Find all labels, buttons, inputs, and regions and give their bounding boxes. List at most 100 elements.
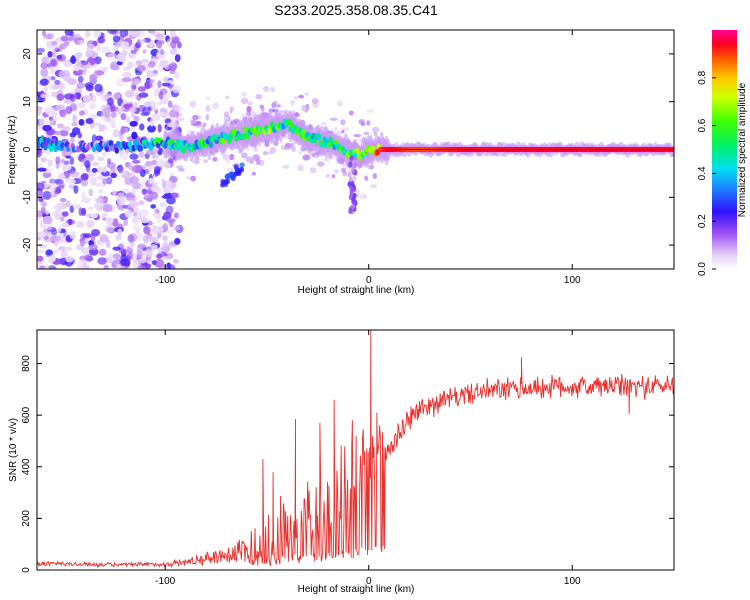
spectrogram-speckle xyxy=(261,107,265,112)
spectrogram-speckle xyxy=(68,179,76,184)
spectrogram-speckle xyxy=(88,114,98,119)
spectrogram-speckle xyxy=(161,180,167,189)
spectrogram-speckle xyxy=(37,47,45,53)
spectrogram-speckle xyxy=(65,150,72,156)
spectrogram-speckle xyxy=(276,104,281,108)
spectrogram-speckle xyxy=(151,104,157,112)
spectrogram-speckle xyxy=(50,187,55,197)
spectrogram-speckle xyxy=(103,264,109,269)
spectrogram-speckle xyxy=(97,175,104,180)
spectrogram-speckle xyxy=(39,118,45,126)
snr-panel: -100 0 100 0 200 400 600 800 Height of straigh… xyxy=(8,329,675,595)
spectrogram-speckle xyxy=(142,49,147,54)
spectrogram-speckle xyxy=(166,180,173,188)
spectrogram-speckle xyxy=(162,222,169,232)
spectrogram-speckle xyxy=(211,102,220,110)
spectrogram-speckle xyxy=(57,226,62,233)
spectrogram-speckle xyxy=(96,241,105,246)
spectrogram-speckle xyxy=(132,253,137,261)
spectrogram-speckle xyxy=(110,167,117,175)
spectrogram-speckle xyxy=(73,65,80,72)
spectrogram-speckle xyxy=(148,178,153,185)
spectrogram-speckle xyxy=(131,112,136,118)
spectrogram-speckle xyxy=(130,49,138,54)
spectrogram-speckle xyxy=(54,203,62,212)
spectrogram-speckle xyxy=(89,74,98,81)
spectrogram-speckle xyxy=(140,208,149,217)
y-tick-label: 10 xyxy=(22,96,33,108)
spectrogram-speckle xyxy=(172,258,180,264)
colorbar-label: Normalized spectral amplitude xyxy=(737,82,748,217)
spectrogram-speckle xyxy=(155,152,160,161)
spectrogram-speckle xyxy=(57,123,64,129)
spectrogram-speckle xyxy=(67,78,77,85)
spectrogram-speckle xyxy=(108,117,116,126)
spectrogram-speckle xyxy=(99,234,109,243)
spectrogram-speckle xyxy=(171,85,182,94)
spectrogram-speckle xyxy=(174,237,181,245)
spectrogram-speckle xyxy=(241,152,248,159)
spectrogram-speckle xyxy=(309,167,317,174)
spectrogram-speckle xyxy=(156,253,163,259)
spectrogram-ridge-cell xyxy=(221,138,226,145)
spectrogram-ridge-cell xyxy=(208,141,213,148)
spectrogram-speckle xyxy=(54,79,61,85)
spectrogram-speckle xyxy=(97,188,104,194)
spectrogram-speckle xyxy=(91,122,101,127)
spectrogram-speckle xyxy=(42,215,53,225)
spectrogram-speckle xyxy=(69,56,77,65)
spectrogram-speckle xyxy=(290,99,295,106)
spectrogram-speckle xyxy=(78,207,83,217)
snr-x-axis: -100 0 100 xyxy=(155,330,581,587)
spectrogram-speckle xyxy=(262,85,270,92)
spectrogram-speckle xyxy=(157,80,162,89)
spectrogram-speckle xyxy=(86,43,96,50)
spectrogram-speckle xyxy=(165,205,174,215)
spectrogram-speckle xyxy=(311,152,316,158)
spectrogram-speckle xyxy=(85,118,94,124)
spectrogram-speckle xyxy=(120,125,126,135)
spectrogram-speckle xyxy=(122,188,130,194)
spectrogram-speckle xyxy=(38,197,44,203)
spectrogram-speckle xyxy=(97,156,105,162)
spectrogram-speckle xyxy=(110,64,120,71)
spectrogram-speckle xyxy=(173,225,181,231)
spectrogram-speckle xyxy=(84,237,90,245)
spectrogram-speckle xyxy=(151,191,158,200)
spectrogram-speckle xyxy=(78,110,85,116)
spectrogram-speckle xyxy=(284,144,291,150)
spectrogram-speckle xyxy=(112,92,121,100)
spectrogram-speckle xyxy=(173,71,180,80)
spectrogram-speckle xyxy=(251,171,257,176)
spectrogram-speckle xyxy=(49,58,59,67)
spectrogram-speckle xyxy=(112,129,120,138)
spectrogram-speckle xyxy=(323,158,330,162)
spectrogram-speckle xyxy=(147,125,156,133)
spectrogram-speckle xyxy=(37,231,47,238)
spectrogram-speckle xyxy=(137,265,146,269)
spectrogram-speckle xyxy=(241,92,248,97)
spectrogram-speckle xyxy=(110,111,117,118)
spectrogram-speckle xyxy=(139,257,147,264)
spectrogram-speckle xyxy=(94,83,103,93)
spectrogram-ridge-cell xyxy=(287,118,292,125)
spectrogram-speckle xyxy=(128,200,135,206)
spectrogram-marks xyxy=(37,30,674,269)
spectrogram-speckle xyxy=(75,221,85,229)
spectrogram-speckle xyxy=(63,160,70,166)
spectrogram-speckle xyxy=(50,44,59,51)
spectrogram-speckle xyxy=(136,250,143,258)
spectrogram-speckle xyxy=(137,243,146,249)
spectrogram-speckle xyxy=(96,166,103,175)
spectrogram-speckle xyxy=(143,225,151,235)
spectrogram-speckle xyxy=(163,93,172,99)
spectrogram-speckle xyxy=(43,34,52,40)
spectrogram-speckle xyxy=(223,111,230,118)
snr-y-axis: 0 200 400 600 800 xyxy=(21,355,674,573)
spectrogram-speckle xyxy=(142,235,149,244)
spectrogram-speckle xyxy=(192,114,199,121)
spectrogram-speckle xyxy=(167,252,173,260)
spectrogram-speckle xyxy=(178,113,183,117)
spectrogram-x-axis: -100 0 100 xyxy=(155,30,581,286)
